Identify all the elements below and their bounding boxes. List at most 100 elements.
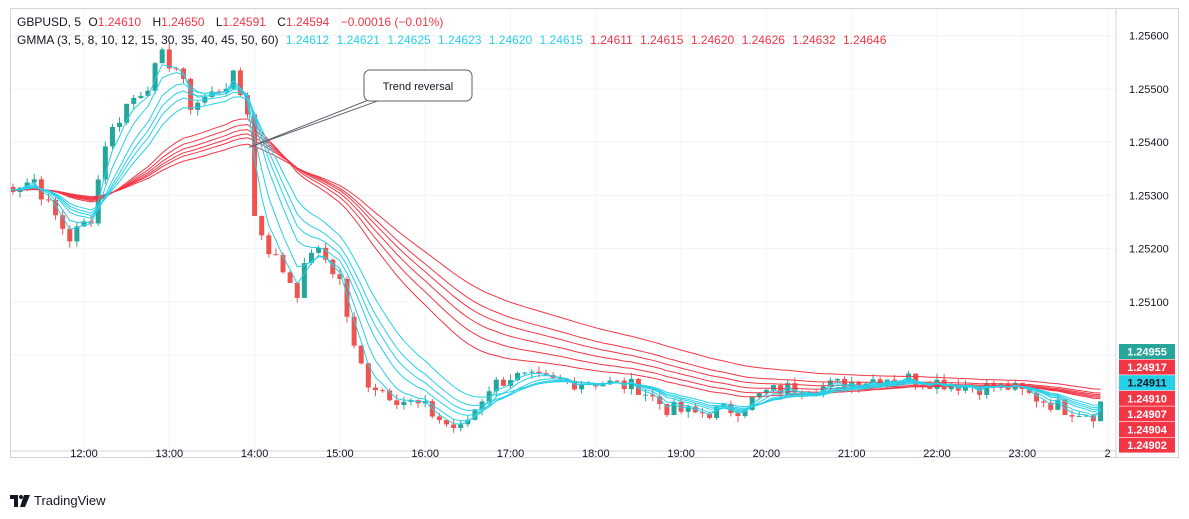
candle-body[interactable] <box>408 400 414 402</box>
candle-body[interactable] <box>365 363 371 388</box>
candle-body[interactable] <box>451 424 457 429</box>
candle-body[interactable] <box>600 384 606 387</box>
candle-body[interactable] <box>792 383 798 393</box>
candle-body[interactable] <box>1076 416 1082 418</box>
candle-body[interactable] <box>984 383 990 395</box>
candle-body[interactable] <box>870 379 876 384</box>
candle-body[interactable] <box>31 179 37 183</box>
candle-body[interactable] <box>216 91 222 93</box>
candle-body[interactable] <box>109 126 115 147</box>
candle-body[interactable] <box>259 215 265 236</box>
candle-body[interactable] <box>685 406 691 412</box>
candle-body[interactable] <box>252 114 258 216</box>
candle-body[interactable] <box>628 378 634 390</box>
candle-body[interactable] <box>771 385 777 390</box>
candle-body[interactable] <box>394 400 400 405</box>
candle-body[interactable] <box>60 215 66 229</box>
candle-body[interactable] <box>330 259 336 275</box>
candle-body[interactable] <box>671 401 677 415</box>
candle-body[interactable] <box>643 394 649 396</box>
candle-body[interactable] <box>230 70 236 89</box>
candle-body[interactable] <box>351 316 357 346</box>
candle-body[interactable] <box>308 252 314 264</box>
candle-body[interactable] <box>173 68 179 70</box>
candle-body[interactable] <box>145 90 151 96</box>
candle-body[interactable] <box>422 401 428 404</box>
candle-body[interactable] <box>358 345 364 364</box>
candle-body[interactable] <box>1083 415 1089 417</box>
candle-body[interactable] <box>742 409 748 416</box>
candle-body[interactable] <box>827 380 833 387</box>
candle-body[interactable] <box>344 278 350 317</box>
candle-body[interactable] <box>842 378 848 389</box>
chart-canvas[interactable]: Trend reversal 1.25600 1.25500 1.25400 1.253… <box>11 9 1178 457</box>
candle-body[interactable] <box>678 401 684 412</box>
candle-body[interactable] <box>962 385 968 391</box>
candle-body[interactable] <box>237 70 243 96</box>
candle-body[interactable] <box>81 221 87 227</box>
candle-body[interactable] <box>102 146 108 180</box>
candle-body[interactable] <box>913 373 919 385</box>
candle-body[interactable] <box>749 397 755 410</box>
candle-body[interactable] <box>508 380 513 386</box>
candle-body[interactable] <box>401 401 407 405</box>
candle-body[interactable] <box>124 103 130 123</box>
candle-body[interactable] <box>1069 415 1075 417</box>
candle-body[interactable] <box>756 393 762 398</box>
candle-body[interactable] <box>11 186 16 192</box>
candle-body[interactable] <box>159 49 165 64</box>
candle-body[interactable] <box>657 396 663 405</box>
candle-body[interactable] <box>337 274 343 279</box>
candle-body[interactable] <box>479 401 485 410</box>
candle-body[interactable] <box>948 385 954 390</box>
candle-body[interactable] <box>707 413 713 418</box>
candle-body[interactable] <box>436 416 442 421</box>
candle-body[interactable] <box>1048 402 1054 410</box>
candle-body[interactable] <box>294 282 300 298</box>
candle-body[interactable] <box>579 384 585 390</box>
candle-body[interactable] <box>45 199 51 201</box>
candle-body[interactable] <box>195 102 201 110</box>
candle-body[interactable] <box>614 380 620 382</box>
candle-body[interactable] <box>273 254 279 256</box>
candle-body[interactable] <box>287 272 293 283</box>
candle-body[interactable] <box>493 379 499 392</box>
candle-body[interactable] <box>1062 399 1068 416</box>
candle-body[interactable] <box>380 390 386 392</box>
candle-body[interactable] <box>67 228 73 242</box>
candle-body[interactable] <box>74 226 80 242</box>
tradingview-brand[interactable]: TradingView <box>10 493 106 508</box>
candle-body[interactable] <box>500 379 506 386</box>
annotation-box[interactable] <box>363 69 473 102</box>
candle-body[interactable] <box>372 387 378 391</box>
candle-body[interactable] <box>138 95 144 98</box>
candle-body[interactable] <box>323 247 329 260</box>
candle-body[interactable] <box>522 372 528 374</box>
candle-body[interactable] <box>24 182 30 188</box>
candle-body[interactable] <box>117 122 123 127</box>
candle-body[interactable] <box>1026 388 1032 393</box>
candle-body[interactable] <box>529 371 535 373</box>
candle-body[interactable] <box>152 63 158 91</box>
candle-body[interactable] <box>1055 399 1061 410</box>
candle-body[interactable] <box>458 424 464 429</box>
candle-body[interactable] <box>834 378 840 381</box>
candle-body[interactable] <box>1041 401 1047 403</box>
candle-body[interactable] <box>571 380 577 390</box>
candle-body[interactable] <box>387 390 393 401</box>
candle-body[interactable] <box>444 420 450 425</box>
candle-body[interactable] <box>53 199 59 216</box>
candle-body[interactable] <box>131 97 137 104</box>
candle-body[interactable] <box>301 263 307 298</box>
indicator-name[interactable]: GMMA (3, 5, 8, 10, 12, 15, 30, 35, 40, 4… <box>17 33 279 47</box>
candle-body[interactable] <box>166 49 172 69</box>
candle-body[interactable] <box>1034 392 1040 402</box>
candle-body[interactable] <box>536 371 542 374</box>
candle-body[interactable] <box>763 389 769 394</box>
candle-body[interactable] <box>280 254 286 273</box>
candle-body[interactable] <box>714 406 720 418</box>
candle-body[interactable] <box>650 394 656 397</box>
candle-body[interactable] <box>891 379 897 381</box>
candle-body[interactable] <box>515 373 521 381</box>
candle-body[interactable] <box>699 412 705 414</box>
